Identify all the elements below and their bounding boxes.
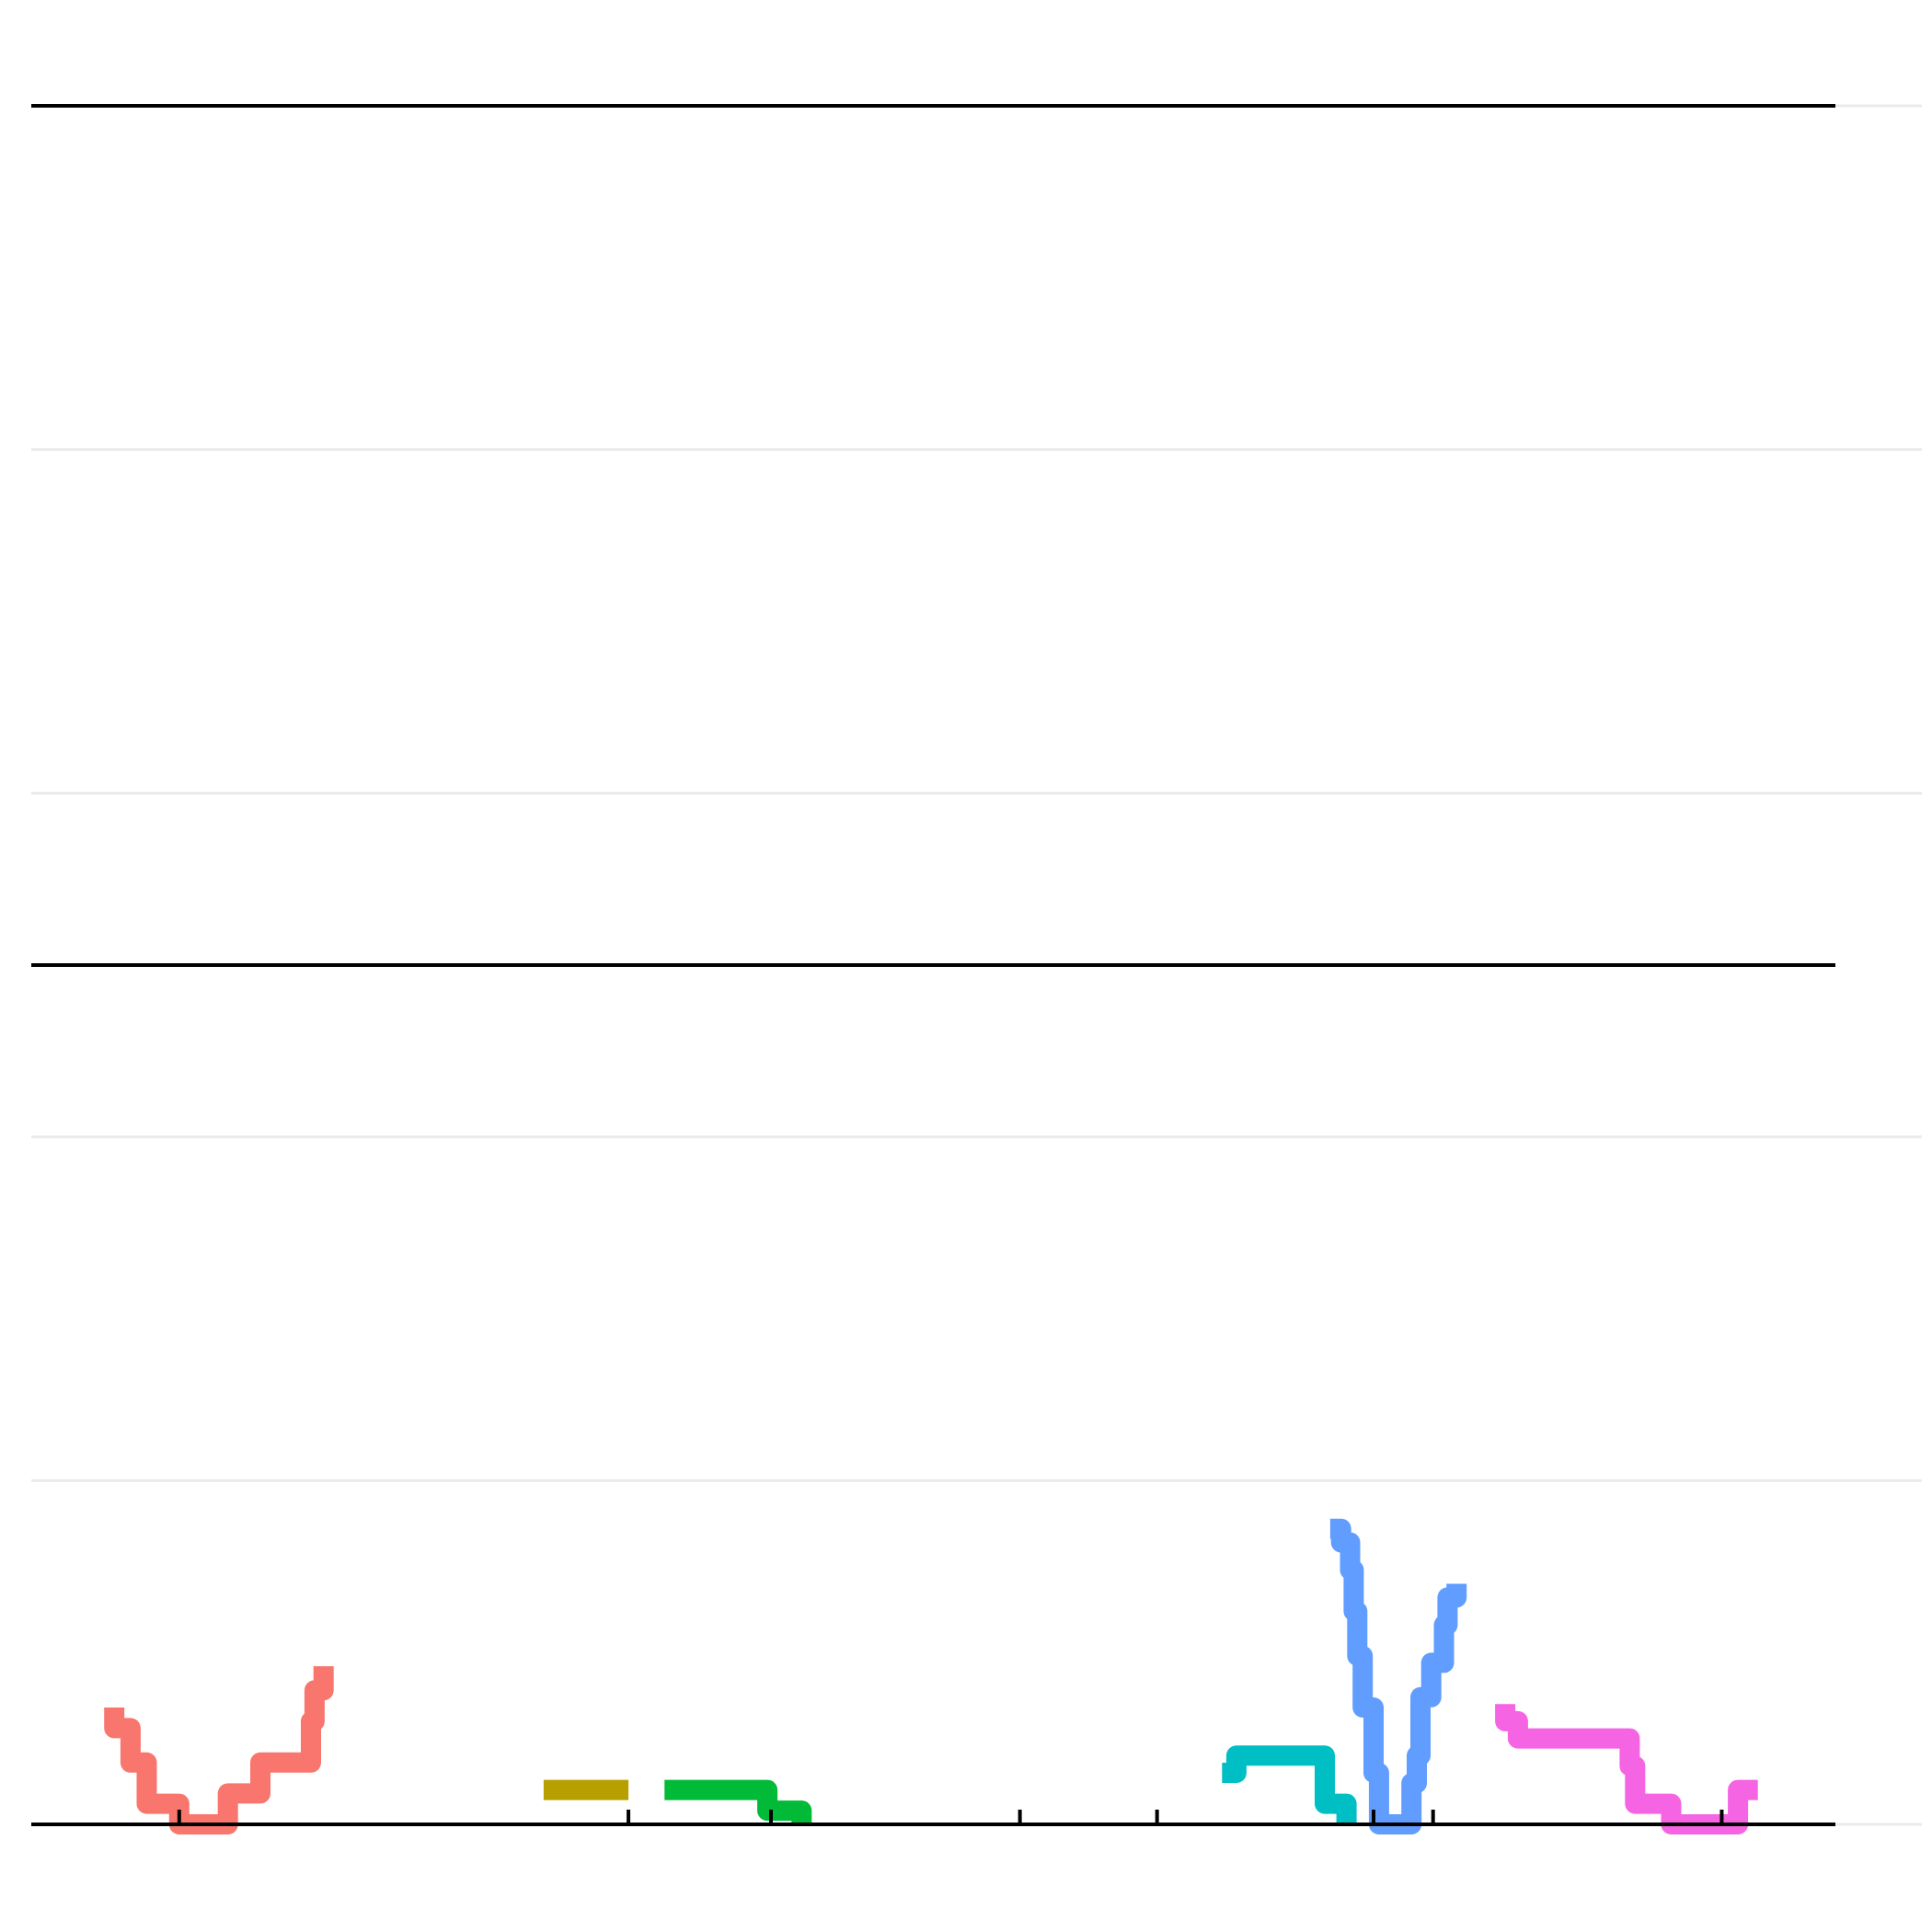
- x-axis: [31, 1810, 1835, 1826]
- series-line-5: [1495, 1704, 1758, 1834]
- series-line-3: [1222, 1745, 1357, 1824]
- series-line-4: [1329, 1518, 1467, 1834]
- series-lines: [104, 1518, 1758, 1834]
- series-line-0: [104, 1666, 334, 1834]
- panel-borders: [31, 104, 1835, 967]
- series-line-2: [664, 1779, 812, 1824]
